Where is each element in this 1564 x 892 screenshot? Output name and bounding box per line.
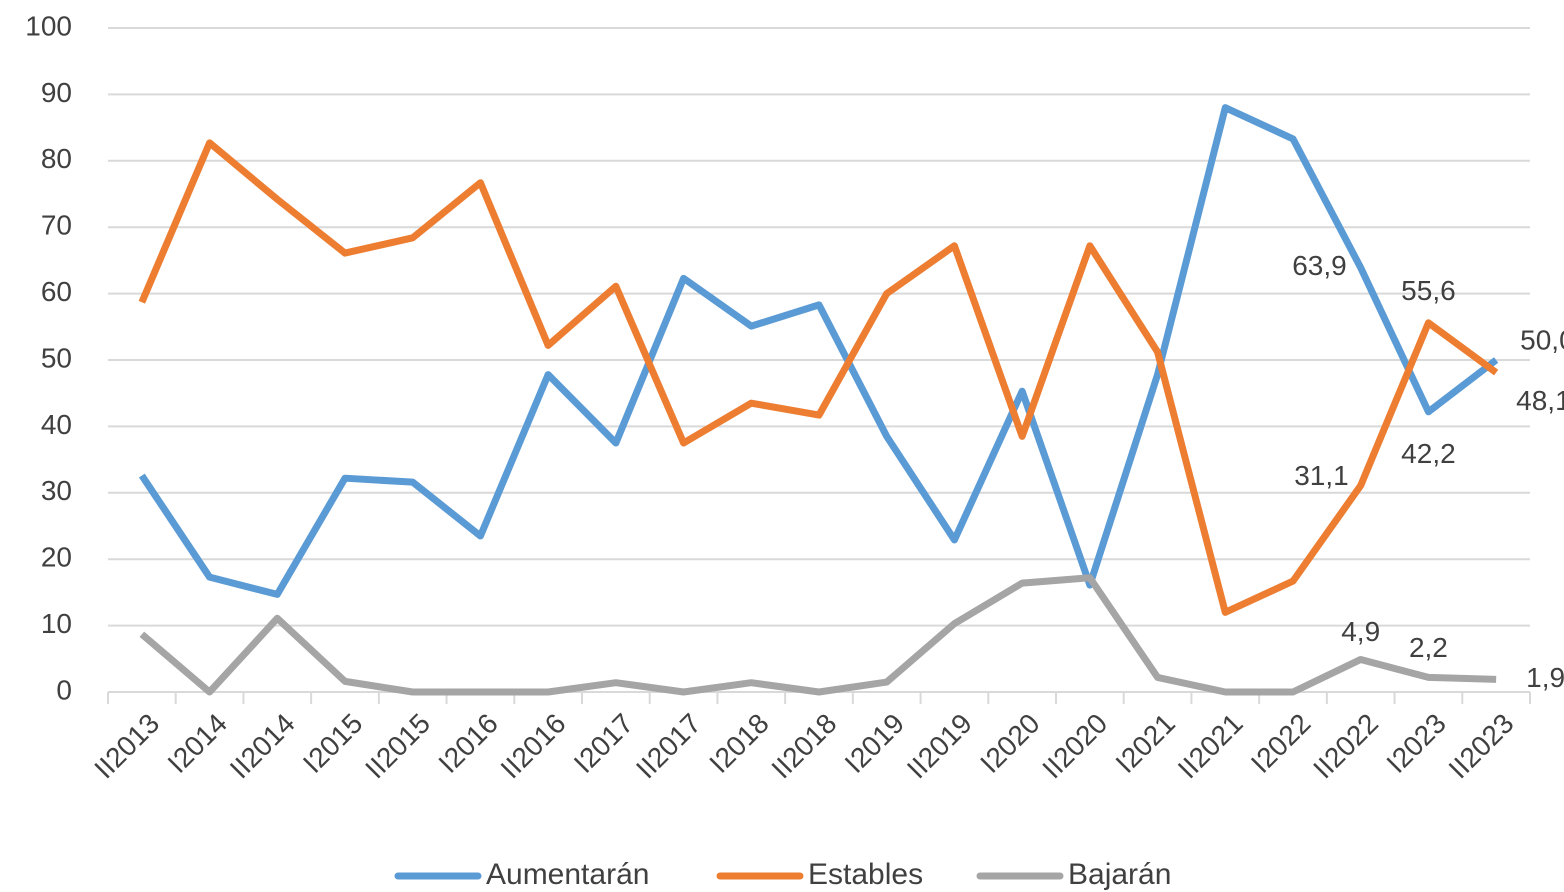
y-tick-label: 40 bbox=[41, 409, 72, 440]
x-tick-label: II2014 bbox=[224, 708, 301, 785]
x-tick-label: I2023 bbox=[1380, 708, 1451, 779]
x-tick-label: II2018 bbox=[765, 708, 842, 785]
y-tick-label: 80 bbox=[41, 143, 72, 174]
series-line bbox=[139, 574, 1497, 696]
data-label: 4,9 bbox=[1341, 616, 1380, 647]
x-tick-label: I2016 bbox=[432, 708, 503, 779]
y-tick-label: 50 bbox=[41, 342, 72, 373]
series-line bbox=[138, 104, 1499, 598]
data-label: 1,9 bbox=[1526, 662, 1564, 693]
x-tick-label: II2013 bbox=[88, 708, 165, 785]
data-label: 48,1 bbox=[1516, 385, 1564, 416]
y-tick-label: 60 bbox=[41, 276, 72, 307]
x-tick-label: I2021 bbox=[1110, 708, 1181, 779]
x-tick-label: II2019 bbox=[901, 708, 978, 785]
data-label: 50,0 bbox=[1520, 324, 1564, 355]
x-tick-label: I2020 bbox=[974, 708, 1045, 779]
x-tick-label: I2019 bbox=[839, 708, 910, 779]
series-line bbox=[138, 139, 1499, 616]
x-tick-label: II2016 bbox=[495, 708, 572, 785]
legend-label: Bajarán bbox=[1068, 858, 1171, 891]
x-tick-label: II2023 bbox=[1443, 708, 1520, 785]
x-tick-label: I2014 bbox=[162, 708, 233, 779]
x-tick-label: II2017 bbox=[630, 708, 707, 785]
y-tick-label: 20 bbox=[41, 542, 72, 573]
x-tick-label: II2022 bbox=[1307, 708, 1384, 785]
legend-label: Estables bbox=[808, 858, 923, 891]
x-tick-label: II2015 bbox=[359, 708, 436, 785]
x-tick-label: I2018 bbox=[703, 708, 774, 779]
data-label: 55,6 bbox=[1401, 275, 1456, 306]
data-label: 31,1 bbox=[1294, 460, 1349, 491]
x-tick-label: II2021 bbox=[1172, 708, 1249, 785]
y-tick-label: 30 bbox=[41, 475, 72, 506]
x-tick-label: I2017 bbox=[568, 708, 639, 779]
y-tick-label: 70 bbox=[41, 210, 72, 241]
x-tick-label: I2015 bbox=[297, 708, 368, 779]
data-label: 2,2 bbox=[1409, 632, 1448, 663]
y-tick-label: 100 bbox=[25, 10, 72, 41]
data-label: 63,9 bbox=[1292, 250, 1347, 281]
x-tick-label: II2020 bbox=[1036, 708, 1113, 785]
x-tick-label: I2022 bbox=[1245, 708, 1316, 779]
legend-label: Aumentarán bbox=[486, 858, 649, 891]
y-tick-label: 10 bbox=[41, 608, 72, 639]
y-tick-label: 0 bbox=[56, 674, 72, 705]
data-label: 42,2 bbox=[1401, 438, 1456, 469]
y-tick-label: 90 bbox=[41, 77, 72, 108]
